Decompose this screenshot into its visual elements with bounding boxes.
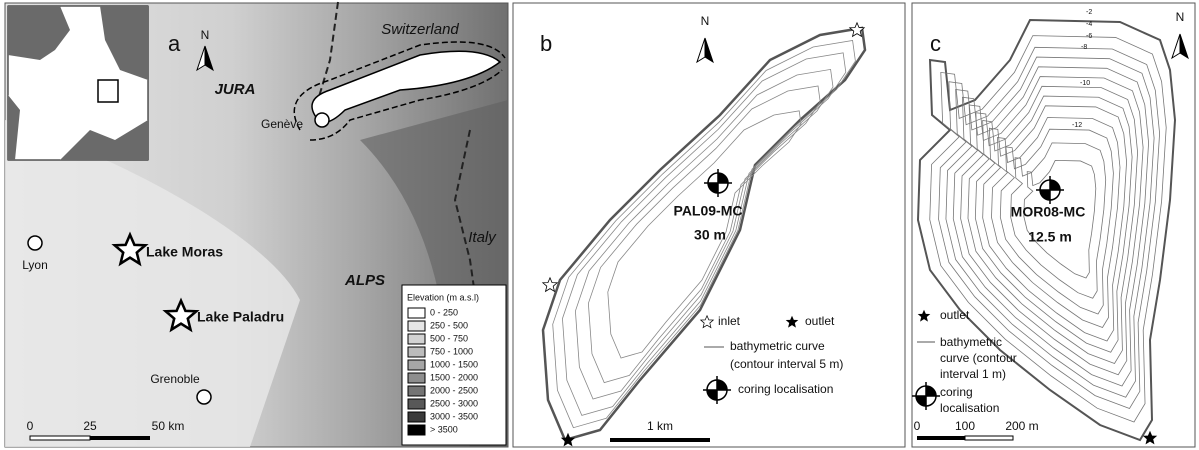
legend-item: 1000 - 1500 — [430, 359, 478, 369]
scale-bar — [610, 438, 710, 442]
legend-item: 250 - 500 — [430, 320, 468, 330]
north-label: N — [701, 14, 710, 28]
legend-swatch — [407, 372, 426, 384]
legend-item: 3000 - 3500 — [430, 411, 478, 421]
contour-label: -4 — [1086, 21, 1092, 28]
city — [27, 235, 43, 251]
catchment — [293, 41, 506, 141]
legend-swatch — [407, 333, 426, 345]
place: Lake Paladru — [197, 309, 284, 325]
legend-swatch — [407, 320, 426, 332]
legend-item: coring localisation — [738, 382, 833, 396]
depth-label: 12.5 m — [1028, 229, 1072, 245]
legend-item: 2000 - 2500 — [430, 385, 478, 395]
scale-label: 1 km — [647, 419, 673, 433]
panel-label: c — [930, 31, 941, 56]
contour-label: -12 — [1072, 122, 1082, 129]
legend-title: Elevation (m a.s.l) — [407, 292, 479, 302]
city — [314, 112, 330, 128]
contour-label: -8 — [1081, 44, 1087, 51]
scale-label: 100 — [955, 419, 975, 433]
panel-label: b — [540, 31, 552, 56]
place: JURA — [215, 81, 256, 98]
contour-label: -6 — [1086, 33, 1092, 40]
depth-label: 30 m — [694, 227, 726, 243]
legend-item: localisation — [940, 401, 999, 415]
legend-item: (contour interval 5 m) — [730, 357, 843, 371]
north-label: N — [1176, 10, 1185, 24]
scale-label: 25 — [83, 419, 97, 433]
legend-swatch — [407, 385, 426, 397]
legend-item: 2500 - 3000 — [430, 398, 478, 408]
scale-label: 0 — [914, 419, 921, 433]
legend-item: bathymetric curve — [730, 339, 825, 353]
panel-label: a — [168, 31, 181, 56]
legend-item: inlet — [718, 314, 741, 328]
legend-swatch — [407, 346, 426, 358]
inset-land — [8, 6, 148, 160]
contour-label: -2 — [1086, 9, 1092, 16]
legend-swatch — [407, 398, 426, 410]
legend-swatch — [407, 424, 426, 436]
scale-bar — [29, 435, 91, 441]
place: Genève — [261, 117, 303, 131]
legend-swatch — [407, 359, 426, 371]
scale-bar — [90, 436, 150, 440]
legend-item: 500 - 750 — [430, 333, 468, 343]
legend-item: bathymetric — [940, 335, 1002, 349]
scale-label: 50 km — [152, 419, 185, 433]
panel-a: a N Switzerland JURA Genève Italy Lyon L… — [4, 1, 509, 448]
contour-label: -10 — [1080, 80, 1090, 87]
scale-bar — [917, 436, 965, 440]
core-label: PAL09-MC — [674, 203, 743, 219]
scale-label: 200 m — [1005, 419, 1038, 433]
legend-item: outlet — [940, 308, 970, 322]
scale-bar — [964, 435, 1014, 441]
inset-frame — [97, 79, 119, 103]
lake-geneva — [311, 50, 502, 124]
legend-item: interval 1 m) — [940, 367, 1006, 381]
north-label: N — [201, 28, 210, 42]
place: Italy — [468, 229, 497, 246]
place: Lyon — [22, 258, 48, 272]
lowland — [5, 120, 300, 447]
legend-swatch — [407, 411, 426, 423]
scale-label: 0 — [27, 419, 34, 433]
core-label: MOR08-MC — [1011, 204, 1086, 220]
panel-c: c N -2 -4 -6 -8 -10 -12 MOR08-MC 12.5 m … — [911, 2, 1196, 448]
place: Lake Moras — [146, 244, 223, 260]
legend: Elevation (m a.s.l) 0 - 250 250 - 500 50… — [401, 284, 507, 446]
legend-item: outlet — [805, 314, 835, 328]
legend-item: 0 - 250 — [430, 307, 458, 317]
place: ALPS — [344, 272, 385, 289]
legend-swatch — [407, 307, 426, 319]
panel-b: b N PAL09-MC 30 m inlet outlet bathymetr… — [512, 2, 906, 448]
legend-item: coring — [940, 385, 973, 399]
place: Switzerland — [381, 21, 459, 38]
legend-item: 750 - 1000 — [430, 346, 473, 356]
legend-item: curve (contour — [940, 351, 1017, 365]
legend-item: > 3500 — [430, 424, 458, 434]
legend-item: 1500 - 2000 — [430, 372, 478, 382]
border — [314, 1, 482, 441]
place: Grenoble — [150, 372, 200, 386]
city — [196, 389, 212, 405]
